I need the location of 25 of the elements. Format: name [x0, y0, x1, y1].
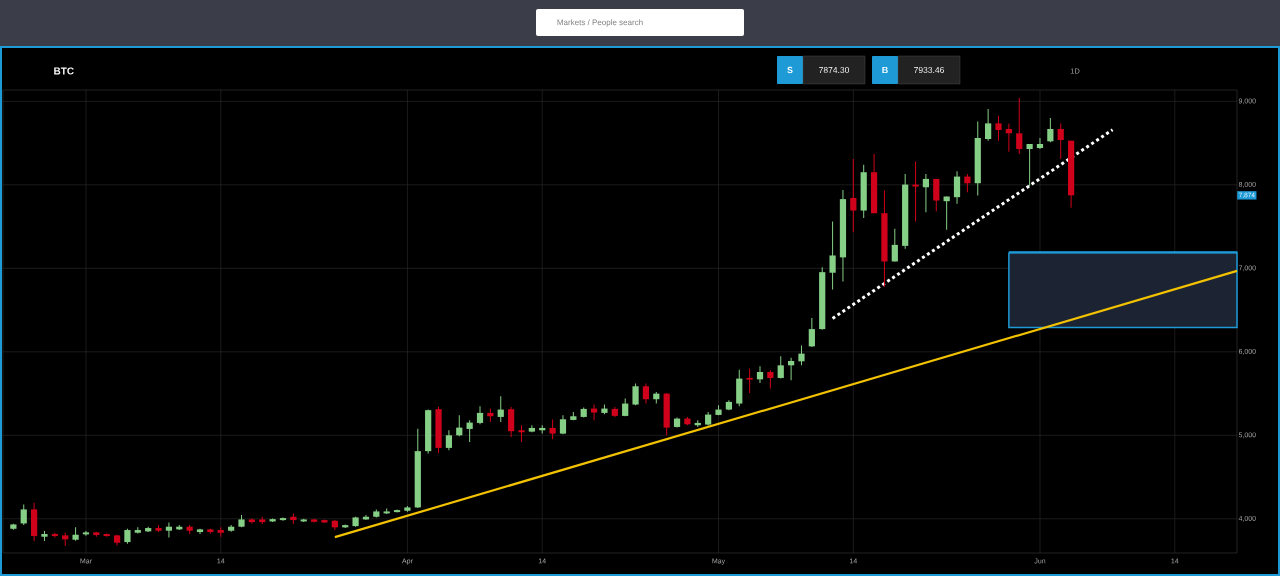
text: B	[882, 66, 888, 74]
text: 7933.46	[914, 66, 944, 73]
candlestick	[124, 528, 131, 545]
candlestick	[373, 508, 380, 518]
candlestick	[518, 424, 525, 443]
candlestick	[238, 514, 245, 528]
candlestick	[881, 190, 888, 288]
candlestick	[404, 505, 411, 513]
candlestick	[746, 368, 753, 394]
candlestick	[435, 406, 442, 454]
candlestick	[72, 526, 79, 542]
candlestick	[912, 161, 919, 223]
chart-title: BTC	[54, 67, 74, 75]
text: S	[787, 66, 793, 74]
candlestick	[995, 115, 1002, 142]
candlestick	[829, 220, 836, 290]
candlestick	[155, 524, 162, 533]
candlestick	[632, 383, 639, 406]
candlestick	[715, 404, 722, 416]
text: Markets / People search	[557, 19, 643, 27]
candlestick	[352, 516, 359, 528]
candlestick	[549, 419, 556, 440]
candlestick	[41, 530, 48, 542]
candlestick	[10, 523, 17, 531]
text: 7874.30	[819, 66, 850, 73]
